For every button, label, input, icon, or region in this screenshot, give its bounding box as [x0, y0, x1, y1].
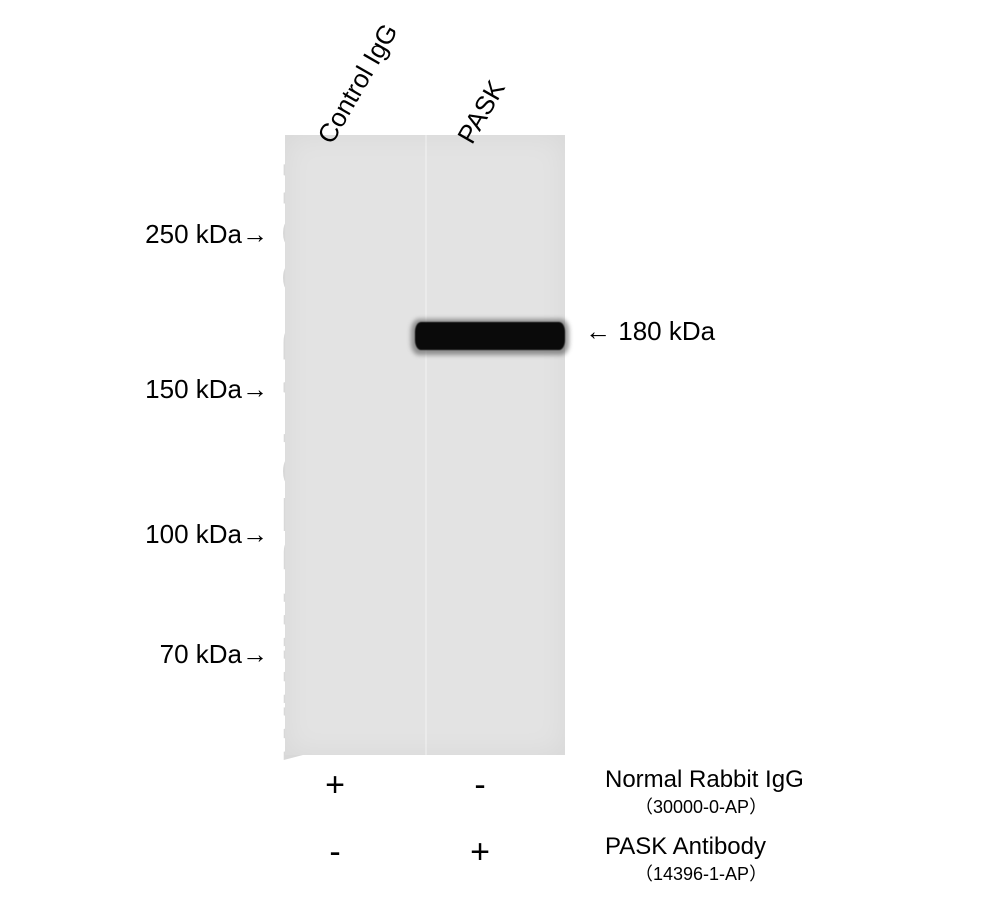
blot-membrane [285, 135, 565, 755]
mw-marker-70: 70 kDa→ [160, 639, 268, 670]
lane-separator [425, 135, 427, 755]
mw-marker-250: 250 kDa→ [145, 219, 268, 250]
cond-r0-lane1: + [320, 766, 350, 805]
cond-r0-lane2: - [465, 766, 495, 805]
cond-r1-sub: （14396-1-AP） [635, 860, 767, 886]
arrow-right-icon: → [242, 519, 268, 549]
mw-marker-label: 250 kDa [145, 219, 242, 249]
arrow-right-icon: → [242, 639, 268, 669]
cond-r0-label: Normal Rabbit IgG [605, 766, 804, 794]
mw-marker-label: 70 kDa [160, 639, 242, 669]
mw-marker-label: 100 kDa [145, 519, 242, 549]
band-annotation: ← 180 kDa [585, 316, 715, 347]
cond-r1-lane2: + [465, 833, 495, 872]
band-size-label: 180 kDa [618, 316, 715, 346]
protein-band [415, 322, 565, 350]
cond-r0-sub: （30000-0-AP） [635, 793, 767, 819]
arrow-right-icon: → [242, 219, 268, 249]
cond-r1-lane1: - [320, 833, 350, 872]
arrow-left-icon: ← [585, 316, 611, 346]
mw-marker-label: 150 kDa [145, 374, 242, 404]
figure-container: WWW.PTGLAB.COM Control IgG PASK 250 kDa→… [0, 0, 1000, 903]
cond-r1-label: PASK Antibody [605, 833, 766, 861]
lane-label-control-igg: Control IgG [311, 18, 404, 149]
mw-marker-100: 100 kDa→ [145, 519, 268, 550]
arrow-right-icon: → [242, 374, 268, 404]
mw-marker-150: 150 kDa→ [145, 374, 268, 405]
